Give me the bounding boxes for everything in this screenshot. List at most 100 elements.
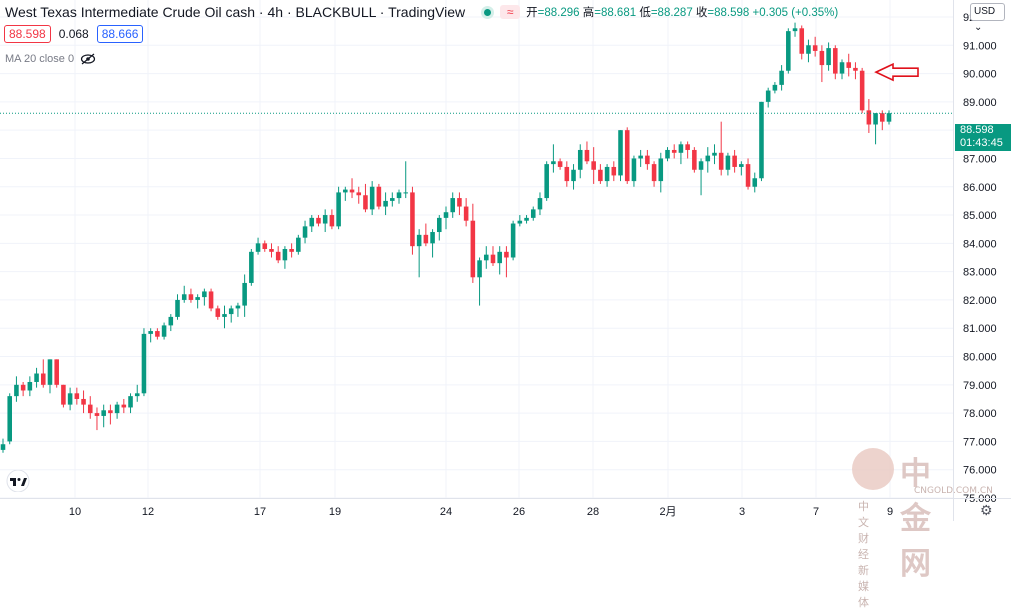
- candle-body: [477, 260, 482, 278]
- x-tick-label: 12: [142, 506, 154, 518]
- candle-body: [618, 130, 623, 176]
- hidden-eye-icon[interactable]: [80, 53, 96, 65]
- candle-body: [631, 158, 637, 182]
- candle-body: [591, 161, 596, 170]
- candle-body: [269, 249, 274, 252]
- candle-body: [349, 189, 355, 193]
- y-tick-label: 91.000: [963, 40, 997, 52]
- candle-body: [517, 220, 523, 224]
- candle-body: [859, 70, 865, 111]
- candle-body: [678, 144, 684, 153]
- candle-body: [114, 404, 120, 414]
- candle-body: [67, 393, 73, 405]
- candle-body: [336, 192, 341, 227]
- candle-body: [155, 331, 160, 337]
- candle-body: [242, 282, 247, 306]
- gear-icon[interactable]: ⚙: [980, 502, 993, 518]
- x-tick-label: 10: [69, 506, 81, 518]
- candle-body: [698, 161, 704, 170]
- y-tick-label: 77.000: [963, 436, 997, 448]
- candle-body: [302, 226, 308, 238]
- candle-body: [537, 198, 543, 210]
- candle-body: [645, 155, 650, 165]
- candle-body: [826, 48, 831, 66]
- y-tick-label: 78.000: [963, 408, 997, 420]
- candle-body: [430, 232, 435, 244]
- candle-body: [671, 149, 677, 153]
- candle-body: [732, 155, 737, 167]
- candle-body: [544, 164, 549, 199]
- candle-body: [772, 84, 778, 91]
- currency-dropdown[interactable]: USD ⌄: [970, 3, 1005, 33]
- y-tick-label: 83.000: [963, 267, 997, 279]
- candle-body: [819, 50, 825, 66]
- candle-body: [577, 149, 583, 170]
- candle-body: [47, 359, 53, 385]
- candle-body: [665, 149, 670, 159]
- candle-body: [249, 251, 254, 283]
- candle-body: [463, 206, 469, 221]
- candle-body: [202, 291, 207, 298]
- candle-body: [571, 169, 576, 182]
- candle-body: [705, 155, 711, 162]
- candle-body: [530, 209, 536, 218]
- candle-body: [765, 90, 771, 102]
- candle-body: [235, 305, 241, 309]
- chart-header: West Texas Intermediate Crude Oil cash ·…: [5, 4, 838, 20]
- candle-body: [94, 413, 100, 416]
- candle-body: [443, 212, 449, 218]
- candle-body: [296, 237, 301, 252]
- candle-body: [886, 113, 892, 122]
- candle-body: [175, 299, 180, 317]
- candle-body: [410, 192, 415, 247]
- watermark-tagline: 中文财经新媒体: [858, 500, 878, 609]
- candle-body: [725, 155, 731, 170]
- candle-body: [329, 215, 335, 227]
- candle-body: [54, 359, 59, 385]
- tradingview-logo-icon[interactable]: [5, 470, 31, 492]
- candle-body: [685, 144, 690, 150]
- sell-price-button[interactable]: 88.598: [4, 25, 51, 43]
- annotation-arrow-icon: [874, 62, 919, 82]
- candle-body: [510, 223, 516, 258]
- candle-body: [752, 178, 758, 187]
- candle-body: [483, 254, 489, 261]
- candle-body: [108, 410, 113, 414]
- wave-icon[interactable]: ≈: [500, 5, 521, 19]
- price-chart[interactable]: 92.00091.00090.00089.00088.00087.00086.0…: [0, 0, 1011, 521]
- candle-body: [148, 331, 153, 334]
- candle-body: [718, 152, 724, 170]
- candle-body: [423, 234, 429, 244]
- x-tick-label: 7: [813, 506, 819, 518]
- candle-body: [497, 251, 502, 264]
- y-tick-label: 79.000: [963, 380, 997, 392]
- candle-body: [564, 166, 570, 182]
- x-tick-label: 19: [329, 506, 341, 518]
- candle-body: [14, 384, 19, 397]
- candle-body: [396, 192, 402, 199]
- candle-body: [839, 62, 845, 74]
- indicator-legend[interactable]: MA 20 close 0: [5, 53, 96, 65]
- last-price-label: 88.598 01:43:45: [955, 124, 1011, 151]
- buy-price-button[interactable]: 88.666: [96, 25, 144, 43]
- candle-body: [799, 28, 805, 54]
- candle-body: [363, 195, 368, 210]
- market-status-icon[interactable]: [481, 5, 495, 19]
- candle-body: [101, 410, 106, 416]
- candle-body: [222, 314, 227, 317]
- ohlc-readout: 开=88.296 高=88.681 低=88.287 收=88.598 +0.3…: [526, 7, 839, 19]
- candle-body: [356, 192, 362, 196]
- candle-body: [195, 297, 200, 300]
- candle-body: [27, 381, 33, 391]
- chevron-down-icon: ⌄: [974, 22, 983, 33]
- candle-body: [658, 158, 664, 182]
- candle-body: [833, 48, 838, 74]
- candle-body: [161, 325, 167, 337]
- candle-body: [416, 234, 422, 247]
- indicator-label: MA 20 close 0: [5, 53, 75, 65]
- symbol-title[interactable]: West Texas Intermediate Crude Oil cash ·…: [5, 4, 466, 20]
- candle-body: [584, 149, 590, 162]
- candle-body: [316, 217, 321, 224]
- candle-body: [128, 396, 133, 408]
- candle-body: [779, 70, 784, 85]
